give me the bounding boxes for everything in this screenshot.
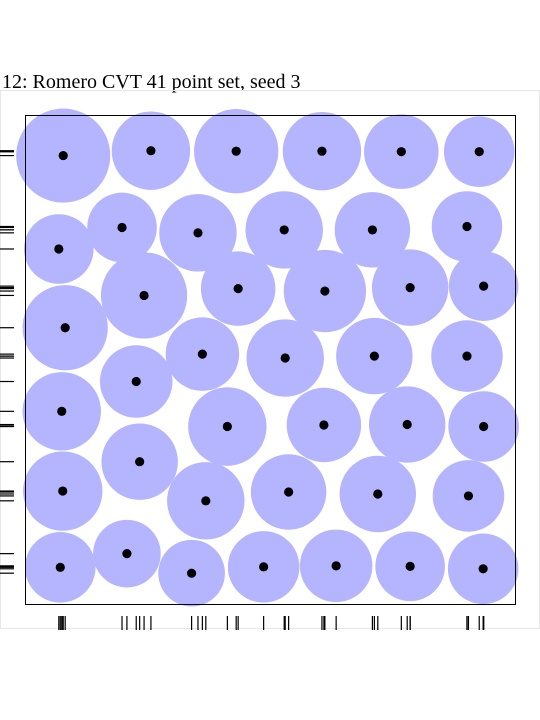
point-24 — [57, 406, 67, 416]
point-10 — [367, 225, 378, 235]
point-11 — [462, 221, 472, 232]
circles-layer — [16, 108, 519, 607]
point-35 — [122, 549, 132, 559]
point-1 — [58, 150, 68, 161]
point-30 — [58, 486, 68, 496]
point-3 — [231, 146, 241, 156]
point-2 — [146, 146, 156, 156]
point-27 — [402, 419, 412, 430]
point-38 — [259, 562, 269, 572]
left-rug — [0, 150, 14, 574]
point-8 — [193, 228, 203, 238]
plot-frame — [25, 115, 516, 605]
point-41 — [478, 564, 488, 574]
point-23 — [131, 376, 141, 387]
point-31 — [201, 496, 211, 506]
point-18 — [60, 323, 70, 333]
point-29 — [135, 457, 145, 467]
point-37 — [187, 568, 197, 578]
point-13 — [139, 290, 149, 301]
point-7 — [117, 222, 127, 233]
point-15 — [320, 286, 330, 296]
point-39 — [331, 561, 341, 571]
point-25 — [222, 421, 232, 432]
point-19 — [197, 349, 207, 359]
point-33 — [373, 489, 383, 499]
point-20 — [280, 353, 290, 363]
point-6 — [474, 147, 484, 157]
point-14 — [233, 283, 243, 294]
point-9 — [279, 225, 289, 235]
point-5 — [396, 147, 406, 157]
point-26 — [319, 420, 329, 430]
bottom-rug — [58, 616, 485, 630]
point-16 — [405, 283, 415, 293]
point-4 — [317, 146, 327, 156]
points-layer — [54, 146, 489, 578]
point-21 — [369, 351, 379, 361]
point-12 — [54, 244, 64, 254]
figure-title: 12: Romero CVT 41 point set, seed 3 — [2, 71, 301, 93]
point-17 — [479, 281, 489, 291]
point-32 — [284, 487, 294, 497]
point-22 — [462, 351, 472, 361]
point-28 — [479, 421, 489, 432]
point-34 — [463, 491, 474, 501]
point-40 — [405, 561, 415, 571]
point-36 — [55, 562, 65, 572]
